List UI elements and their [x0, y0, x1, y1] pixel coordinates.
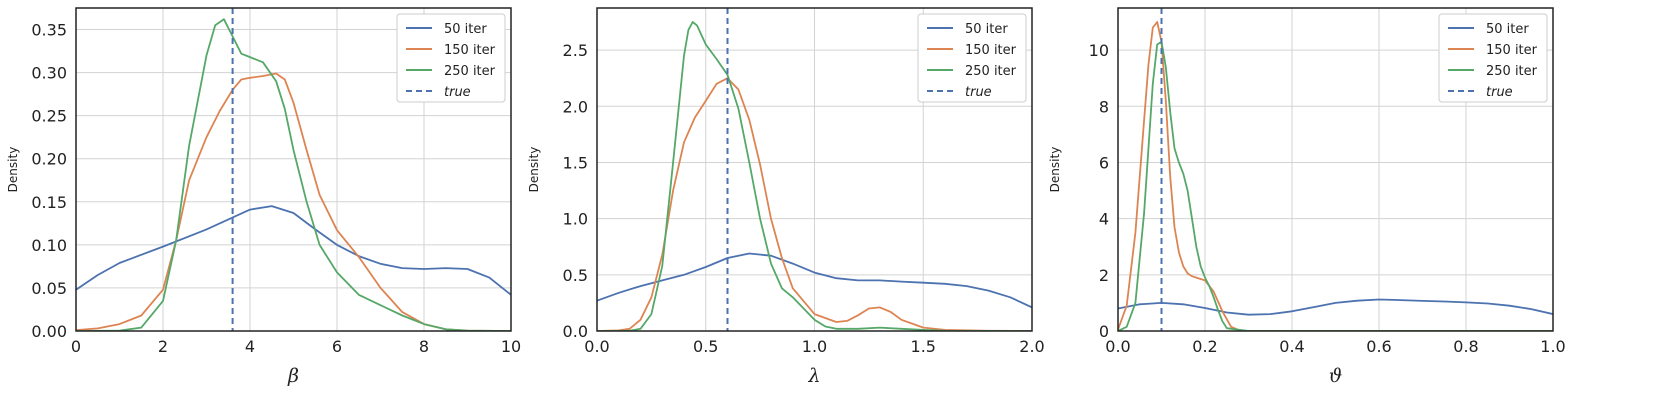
y-tick-label: 0.25 [31, 107, 67, 126]
y-tick-label: 0.05 [31, 279, 67, 298]
x-tick-label: 0.4 [1279, 337, 1304, 356]
legend-box [917, 13, 1027, 103]
y-axis-label: Density [6, 147, 20, 193]
y-tick-label: 0.0 [563, 322, 588, 341]
x-tick-label: 0.6 [1366, 337, 1391, 356]
x-tick-label: 1.5 [911, 337, 936, 356]
x-tick-label: 4 [245, 337, 255, 356]
chart-panel-3: 0.0 0.2 0.4 0.6 0.8 1.0 0 2 4 6 8 10 ϑ Density 50 iter… [1048, 7, 1566, 387]
series-line-250-iter [76, 18, 511, 331]
legend-label: 150 iter [965, 43, 1017, 58]
series-line-50-iter [76, 205, 511, 296]
x-tick-label: 2 [158, 337, 168, 356]
y-tick-label: 0.20 [31, 150, 67, 169]
legend-box [396, 13, 506, 103]
y-tick-label: 8 [1099, 97, 1109, 116]
y-tick-label: 0.15 [31, 193, 67, 212]
x-tick-label: 1.0 [802, 337, 827, 356]
legend: 50 iter 150 iter 250 iter true [396, 13, 506, 103]
legend: 50 iter 150 iter 250 iter true [1438, 13, 1548, 103]
y-tick-label: 0.30 [31, 64, 67, 83]
y-axis-label: Density [527, 147, 541, 193]
x-tick-label: 0.8 [1453, 337, 1478, 356]
x-axis-label: β [287, 365, 299, 387]
x-tick-label: 2.0 [1019, 337, 1044, 356]
y-tick-label: 1.5 [563, 153, 588, 172]
y-tick-label: 6 [1099, 153, 1109, 172]
x-tick-label: 6 [332, 337, 342, 356]
series-line-150-iter [1118, 21, 1553, 331]
x-axis-label: λ [807, 365, 820, 387]
y-tick-label: 0.10 [31, 236, 67, 255]
x-tick-label: 0.0 [584, 337, 609, 356]
x-tick-label: 0 [71, 337, 81, 356]
plot-frame [596, 7, 1033, 332]
legend-label: 50 iter [1486, 22, 1529, 37]
x-axis-label: ϑ [1329, 365, 1343, 387]
legend: 50 iter 150 iter 250 iter true [917, 13, 1027, 103]
legend-label: 250 iter [444, 64, 496, 79]
y-tick-label: 2 [1099, 266, 1109, 285]
chart-panel-1: 0 2 4 6 8 10 0.00 0.05 0.10 0.15 0.20 0.25 0.30 0.35 β… [6, 7, 521, 387]
y-tick-label: 0.5 [563, 266, 588, 285]
legend-label: 50 iter [965, 22, 1008, 37]
legend-label: true [444, 85, 471, 100]
legend-label: 250 iter [1486, 64, 1538, 79]
legend-label: 150 iter [444, 43, 496, 58]
legend-label: 50 iter [444, 22, 487, 37]
y-tick-label: 4 [1099, 210, 1109, 229]
y-tick-label: 10 [1089, 41, 1109, 60]
x-tick-label: 0.5 [693, 337, 718, 356]
series-line-250-iter [597, 21, 1032, 331]
plot-frame [75, 7, 512, 332]
y-tick-label: 2.0 [563, 97, 588, 116]
y-tick-label: 0 [1099, 322, 1109, 341]
legend-label: true [1486, 85, 1513, 100]
y-tick-label: 2.5 [563, 41, 588, 60]
series-line-250-iter [1118, 40, 1553, 331]
y-tick-label: 1.0 [563, 210, 588, 229]
legend-label: true [965, 85, 992, 100]
legend-label: 250 iter [965, 64, 1017, 79]
chart-panel-2: 0.0 0.5 1.0 1.5 2.0 0.0 0.5 1.0 1.5 2.0 2.5 λ Densit… [527, 7, 1045, 387]
x-tick-label: 10 [501, 337, 521, 356]
x-tick-label: 0.2 [1192, 337, 1217, 356]
series-line-50-iter [597, 252, 1032, 309]
series-line-150-iter [597, 77, 1032, 331]
x-tick-label: 1.0 [1540, 337, 1565, 356]
x-tick-label: 8 [419, 337, 429, 356]
series-line-150-iter [76, 72, 511, 331]
legend-box [1438, 13, 1548, 103]
y-tick-label: 0.00 [31, 322, 67, 341]
series-line-50-iter [1118, 298, 1553, 316]
legend-label: 150 iter [1486, 43, 1538, 58]
y-tick-label: 0.35 [31, 21, 67, 40]
plot-frame [1117, 7, 1554, 332]
x-tick-label: 0.0 [1105, 337, 1130, 356]
y-axis-label: Density [1048, 147, 1062, 193]
